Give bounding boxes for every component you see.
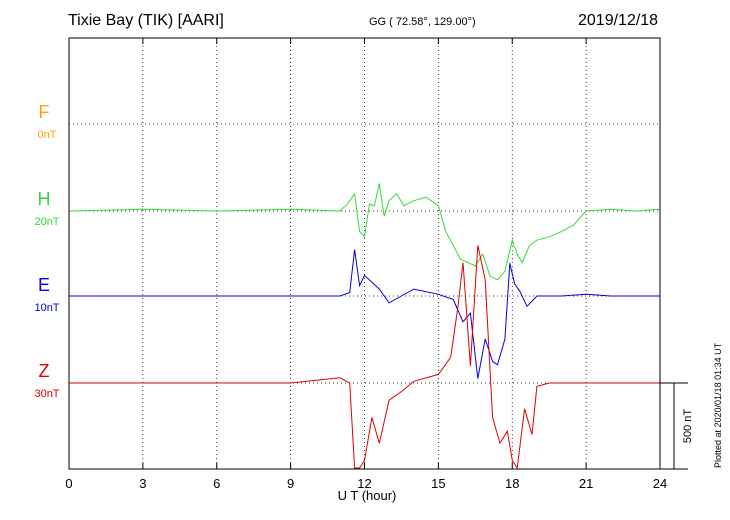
series-H-baseline-label: 20nT: [34, 216, 59, 228]
scale-bar: 500 nT: [660, 382, 694, 470]
x-tick-label: 18: [505, 476, 519, 491]
x-tick-label: 3: [139, 476, 146, 491]
series-F-baseline-label: 0nT: [38, 129, 57, 141]
x-tick-label: 6: [213, 476, 220, 491]
series-E-trace: [69, 249, 660, 379]
x-tick-label: 12: [357, 476, 371, 491]
series-Z-trace: [69, 245, 660, 470]
x-tick-label: 15: [431, 476, 445, 491]
x-tick-label: 24: [653, 476, 667, 491]
component-labels: F 0nT H 20nT E 10nT Z 30nT: [34, 102, 59, 400]
date-label: 2019/12/18: [578, 12, 659, 29]
series-Z-label: Z: [39, 361, 50, 381]
x-tick-label: 0: [65, 476, 72, 491]
x-axis: 0 3 6 9 12 15 18 21 24: [65, 38, 667, 491]
station-title: Tixie Bay (TIK) [AARI]: [68, 12, 224, 29]
series-H-label: H: [38, 189, 51, 209]
series-E-label: E: [38, 275, 50, 295]
series-Z-baseline-label: 30nT: [34, 388, 59, 400]
scale-bar-label: 500 nT: [682, 409, 694, 444]
geographic-coordinates: GG ( 72.58°, 129.00°): [369, 16, 476, 28]
traces: [68, 183, 661, 470]
grid: [69, 38, 660, 469]
x-tick-label: 9: [287, 476, 294, 491]
series-F-label: F: [39, 102, 50, 122]
x-axis-label: U T (hour): [338, 488, 397, 503]
series-E-baseline-label: 10nT: [34, 302, 59, 314]
x-tick-label: 21: [579, 476, 593, 491]
series-H-trace: [68, 183, 661, 281]
